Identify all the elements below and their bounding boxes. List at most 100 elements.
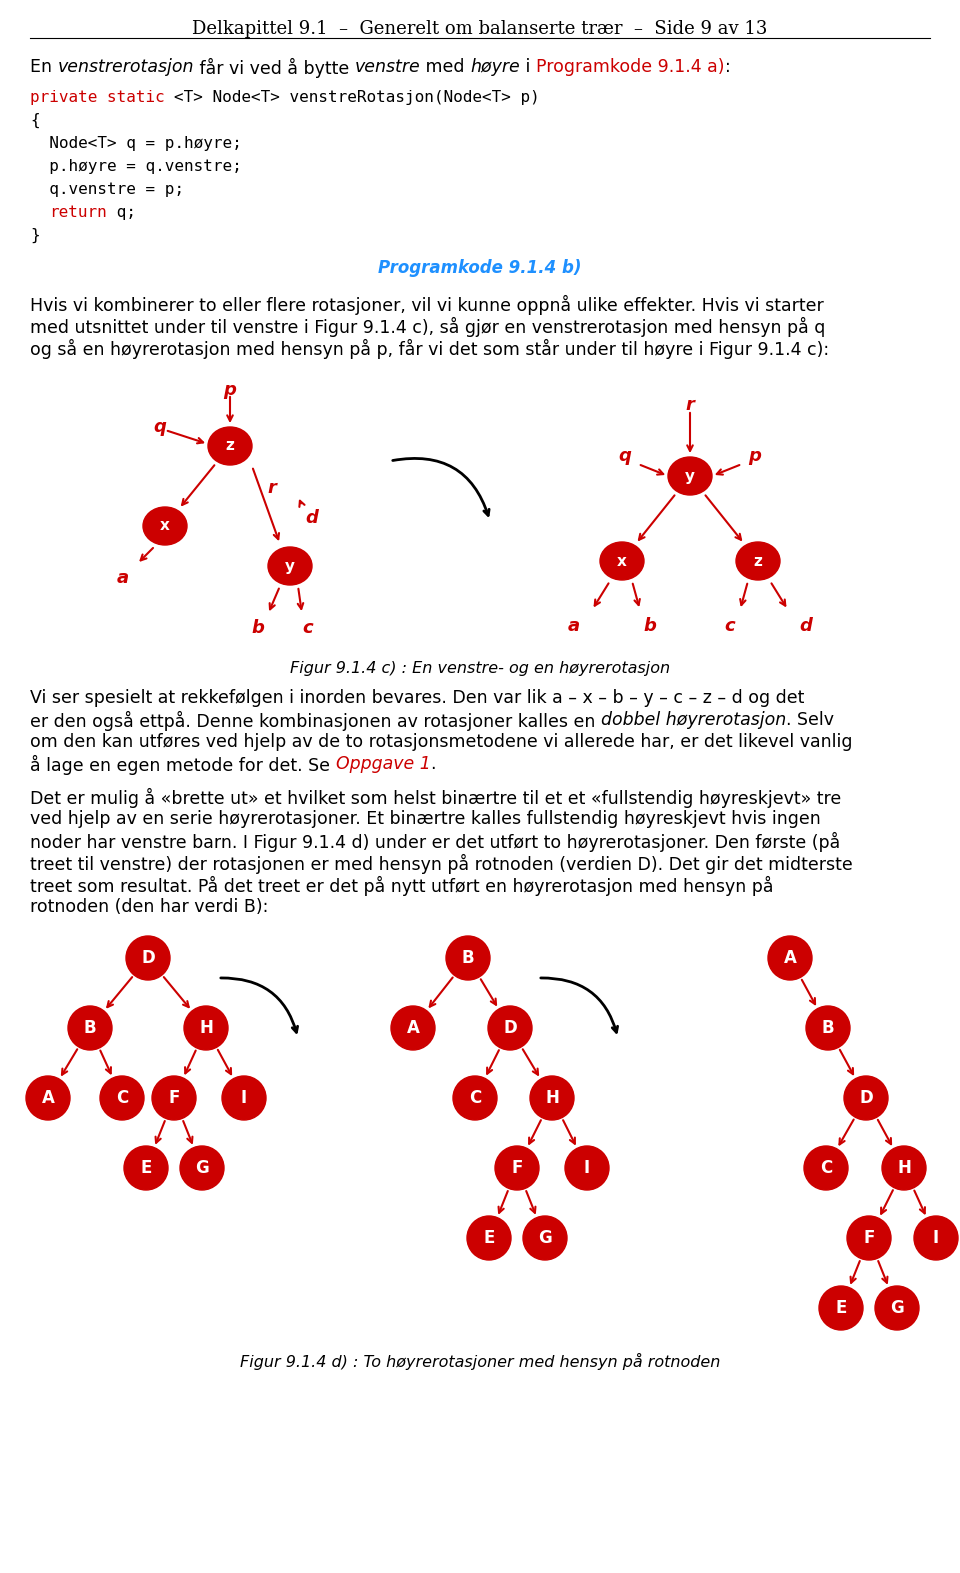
Ellipse shape xyxy=(768,936,812,980)
Text: B: B xyxy=(822,1019,834,1037)
Text: z: z xyxy=(754,554,762,568)
Text: F: F xyxy=(512,1159,522,1177)
Ellipse shape xyxy=(268,547,312,585)
Text: ved hjelp av en serie høyrerotasjoner. Et binærtre kalles fullstendig høyreskjev: ved hjelp av en serie høyrerotasjoner. E… xyxy=(30,810,821,827)
Ellipse shape xyxy=(180,1147,224,1191)
Text: H: H xyxy=(199,1019,213,1037)
Text: r: r xyxy=(268,480,276,497)
Text: med utsnittet under til venstre i Figur 9.1.4 c), så gjør en venstrerotasjon med: med utsnittet under til venstre i Figur … xyxy=(30,318,826,337)
Text: <T> Node<T> venstreRotasjon(Node<T> p): <T> Node<T> venstreRotasjon(Node<T> p) xyxy=(175,90,540,105)
Text: return: return xyxy=(49,204,107,220)
Ellipse shape xyxy=(804,1147,848,1191)
Text: C: C xyxy=(820,1159,832,1177)
Text: Vi ser spesielt at rekkefølgen i inorden bevares. Den var lik a – x – b – y – c : Vi ser spesielt at rekkefølgen i inorden… xyxy=(30,689,804,706)
Text: D: D xyxy=(503,1019,516,1037)
Text: q.venstre = p;: q.venstre = p; xyxy=(30,182,184,197)
Ellipse shape xyxy=(208,426,252,466)
Text: I: I xyxy=(933,1229,939,1247)
Text: . Selv: . Selv xyxy=(786,711,834,728)
Text: C: C xyxy=(116,1089,128,1107)
Text: a: a xyxy=(568,617,580,635)
Text: Figur 9.1.4 d) : To høyrerotasjoner med hensyn på rotnoden: Figur 9.1.4 d) : To høyrerotasjoner med … xyxy=(240,1353,720,1370)
Ellipse shape xyxy=(467,1216,511,1260)
Ellipse shape xyxy=(68,1007,112,1051)
Text: Node<T> q = p.høyre;: Node<T> q = p.høyre; xyxy=(30,135,242,151)
Ellipse shape xyxy=(844,1076,888,1120)
Text: y: y xyxy=(285,558,295,574)
Text: {: { xyxy=(30,113,39,129)
Ellipse shape xyxy=(600,543,644,580)
Text: q: q xyxy=(618,447,632,466)
Ellipse shape xyxy=(668,458,712,495)
Text: F: F xyxy=(863,1229,875,1247)
Text: E: E xyxy=(483,1229,494,1247)
Text: Hvis vi kombinerer to eller flere rotasjoner, vil vi kunne oppnå ulike effekter.: Hvis vi kombinerer to eller flere rotasj… xyxy=(30,296,824,315)
Text: b: b xyxy=(643,617,657,635)
Text: x: x xyxy=(160,519,170,533)
Text: b: b xyxy=(252,620,264,637)
Text: Oppgave 1: Oppgave 1 xyxy=(335,755,430,772)
Text: z: z xyxy=(226,439,234,453)
Ellipse shape xyxy=(565,1147,609,1191)
Text: A: A xyxy=(41,1089,55,1107)
Text: G: G xyxy=(195,1159,209,1177)
Ellipse shape xyxy=(736,543,780,580)
Ellipse shape xyxy=(819,1287,863,1331)
Text: Programkode 9.1.4 a): Programkode 9.1.4 a) xyxy=(536,58,725,76)
Ellipse shape xyxy=(184,1007,228,1051)
Text: er den også ettpå. Denne kombinasjonen av rotasjoner kalles en: er den også ettpå. Denne kombinasjonen a… xyxy=(30,711,601,731)
Text: C: C xyxy=(468,1089,481,1107)
Text: E: E xyxy=(835,1299,847,1317)
Text: :: : xyxy=(725,58,731,76)
Text: x: x xyxy=(617,554,627,568)
Text: og så en høyrerotasjon med hensyn på p, får vi det som står under til høyre i Fi: og så en høyrerotasjon med hensyn på p, … xyxy=(30,340,829,359)
Text: I: I xyxy=(241,1089,247,1107)
Text: .: . xyxy=(430,755,436,772)
Text: p: p xyxy=(749,447,761,466)
Ellipse shape xyxy=(26,1076,70,1120)
Ellipse shape xyxy=(222,1076,266,1120)
Ellipse shape xyxy=(100,1076,144,1120)
Text: venstrerotasjon: venstrerotasjon xyxy=(58,58,194,76)
Text: c: c xyxy=(302,620,313,637)
Text: A: A xyxy=(783,949,797,967)
Ellipse shape xyxy=(523,1216,567,1260)
Text: å lage en egen metode for det. Se: å lage en egen metode for det. Se xyxy=(30,755,335,775)
Text: A: A xyxy=(407,1019,420,1037)
Ellipse shape xyxy=(530,1076,574,1120)
Text: Det er mulig å «brette ut» et hvilket som helst binærtre til et et «fullstendig : Det er mulig å «brette ut» et hvilket so… xyxy=(30,788,841,809)
Ellipse shape xyxy=(882,1147,926,1191)
Text: om den kan utføres ved hjelp av de to rotasjonsmetodene vi allerede har, er det : om den kan utføres ved hjelp av de to ro… xyxy=(30,733,852,750)
Text: D: D xyxy=(859,1089,873,1107)
Ellipse shape xyxy=(152,1076,196,1120)
Ellipse shape xyxy=(391,1007,435,1051)
Text: I: I xyxy=(584,1159,590,1177)
Text: D: D xyxy=(141,949,155,967)
Text: private static: private static xyxy=(30,90,175,105)
Text: treet som resultat. På det treet er det på nytt utført en høyrerotasjon med hens: treet som resultat. På det treet er det … xyxy=(30,876,774,897)
Ellipse shape xyxy=(847,1216,891,1260)
Text: F: F xyxy=(168,1089,180,1107)
Text: c: c xyxy=(725,617,735,635)
Text: G: G xyxy=(539,1229,552,1247)
Text: G: G xyxy=(890,1299,904,1317)
Text: E: E xyxy=(140,1159,152,1177)
Ellipse shape xyxy=(488,1007,532,1051)
Text: venstre: venstre xyxy=(355,58,420,76)
Text: d: d xyxy=(305,510,319,527)
Text: p.høyre = q.venstre;: p.høyre = q.venstre; xyxy=(30,159,242,175)
Text: noder har venstre barn. I Figur 9.1.4 d) under er det utført to høyrerotasjoner.: noder har venstre barn. I Figur 9.1.4 d)… xyxy=(30,832,840,853)
Text: B: B xyxy=(84,1019,96,1037)
Text: rotnoden (den har verdi B):: rotnoden (den har verdi B): xyxy=(30,898,269,915)
Text: Delkapittel 9.1  –  Generelt om balanserte trær  –  Side 9 av 13: Delkapittel 9.1 – Generelt om balanserte… xyxy=(192,20,768,38)
Text: p: p xyxy=(224,381,236,400)
Text: får vi ved å bytte: får vi ved å bytte xyxy=(194,58,355,79)
Ellipse shape xyxy=(446,936,490,980)
Text: a: a xyxy=(117,569,129,587)
Ellipse shape xyxy=(806,1007,850,1051)
Text: H: H xyxy=(897,1159,911,1177)
Text: Figur 9.1.4 c) : En venstre- og en høyrerotasjon: Figur 9.1.4 c) : En venstre- og en høyre… xyxy=(290,661,670,676)
Text: r: r xyxy=(685,396,694,414)
Text: y: y xyxy=(685,469,695,483)
Ellipse shape xyxy=(126,936,170,980)
